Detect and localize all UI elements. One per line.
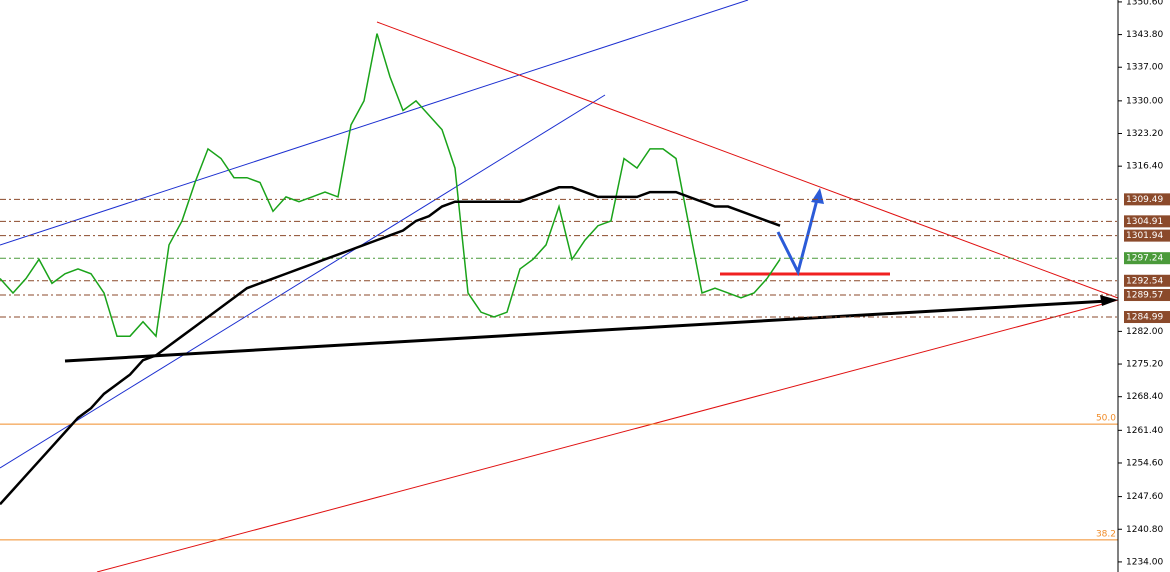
level-label: 1309.49	[1126, 195, 1163, 205]
forecast-arrow	[776, 195, 820, 277]
y-tick-label: 1240.80	[1126, 525, 1163, 535]
level-box	[1124, 289, 1170, 302]
y-tick-label: 1268.40	[1126, 392, 1163, 402]
channel-line	[0, 94, 606, 469]
level-label: 1297.24	[1126, 254, 1163, 264]
y-tick-label: 1316.40	[1126, 162, 1163, 172]
level-box	[1124, 229, 1170, 242]
series-line	[0, 33, 781, 338]
level-box	[1124, 274, 1170, 287]
y-tick-label: 1261.40	[1126, 426, 1163, 436]
drawings	[0, 0, 1119, 572]
y-tick-label: 1350.60	[1126, 0, 1163, 7]
y-tick-label: 1337.00	[1126, 63, 1163, 73]
level-label: 1292.54	[1126, 276, 1163, 286]
level-box	[1124, 252, 1170, 265]
y-tick-label: 1247.60	[1126, 492, 1163, 502]
level-box	[1124, 311, 1170, 324]
level-label: 1284.99	[1126, 313, 1163, 323]
trend-line	[96, 299, 1119, 572]
y-tick-label: 1330.00	[1126, 96, 1163, 106]
level-box	[1124, 193, 1170, 206]
y-tick-label: 1282.00	[1126, 327, 1163, 337]
level-label: 1301.94	[1126, 231, 1163, 241]
level-box	[1124, 215, 1170, 228]
y-tick-label: 1275.20	[1126, 360, 1163, 370]
level-label: 1304.91	[1126, 217, 1163, 227]
level-label: 1289.57	[1126, 291, 1163, 301]
series-line	[0, 186, 781, 506]
trend-line	[376, 21, 1119, 299]
channel-line	[0, 0, 749, 246]
y-tick-label: 1343.80	[1126, 30, 1163, 40]
arrow-head	[1100, 295, 1118, 306]
y-tick-label: 1254.60	[1126, 458, 1163, 468]
y-tick-label: 1323.20	[1126, 129, 1163, 139]
support-line	[64, 299, 1109, 363]
fib-label: 50.0	[1096, 414, 1116, 424]
arrow-head	[811, 188, 824, 204]
fib-label: 38.2	[1096, 529, 1116, 539]
y-tick-label: 1234.00	[1126, 557, 1163, 567]
